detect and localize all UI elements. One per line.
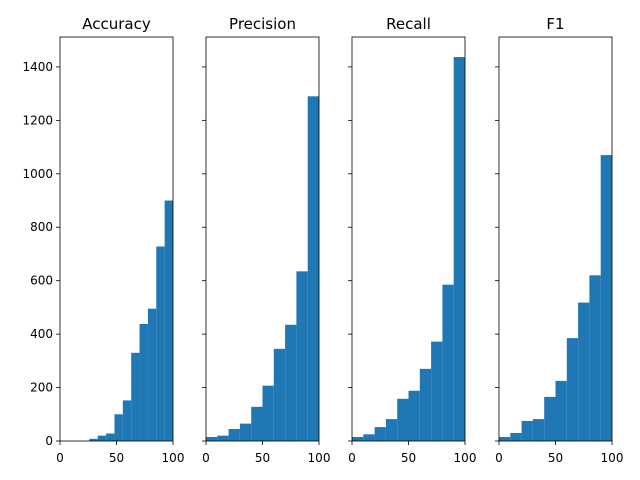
x-tick-label: 0 [348, 451, 356, 465]
y-tick-label: 400 [30, 327, 53, 341]
bar [106, 433, 115, 441]
y-tick-label: 200 [30, 381, 53, 395]
bar [374, 427, 386, 441]
bar [307, 96, 319, 442]
bar [228, 428, 240, 441]
subplot-title: Accuracy [82, 15, 151, 33]
x-tick-label: 100 [454, 451, 477, 465]
bar [431, 341, 443, 441]
bar [408, 390, 420, 441]
bar [89, 438, 98, 441]
bar [164, 200, 173, 441]
bar [453, 57, 465, 442]
bar [156, 246, 165, 441]
bar [521, 420, 533, 441]
x-tick-label: 100 [308, 451, 331, 465]
subplot-title: Precision [229, 15, 296, 33]
bar [589, 275, 601, 441]
bar [499, 436, 511, 441]
bar [578, 302, 590, 441]
bar [131, 352, 140, 441]
x-tick-label: 50 [548, 451, 563, 465]
bar [510, 432, 522, 441]
bar [532, 419, 545, 441]
y-tick-label: 1400 [22, 60, 53, 74]
bar [122, 400, 132, 441]
y-tick-label: 1200 [22, 113, 53, 127]
y-tick-label: 1000 [22, 167, 53, 181]
y-tick-label: 800 [30, 220, 53, 234]
bar [555, 380, 567, 441]
subplot-title: Recall [386, 15, 431, 33]
bar [566, 338, 579, 441]
bar [442, 284, 454, 441]
bar [206, 436, 218, 441]
bar [363, 434, 375, 441]
bar [352, 436, 364, 441]
bar [544, 396, 556, 441]
x-tick-label: 50 [255, 451, 270, 465]
bar [285, 324, 297, 441]
x-tick-label: 100 [601, 451, 624, 465]
x-tick-label: 50 [401, 451, 416, 465]
bar [419, 368, 432, 441]
bar [114, 414, 123, 441]
bar [251, 406, 263, 441]
x-tick-label: 100 [162, 451, 185, 465]
subplot-title: F1 [546, 15, 564, 33]
bar [147, 308, 157, 441]
bar [262, 385, 274, 441]
x-tick-label: 0 [202, 451, 210, 465]
bar [385, 419, 398, 441]
bar [273, 348, 286, 441]
bar [296, 271, 308, 441]
x-tick-label: 0 [56, 451, 64, 465]
bar [139, 323, 148, 441]
bar [217, 435, 229, 441]
x-tick-label: 0 [495, 451, 503, 465]
bar [239, 423, 252, 441]
y-tick-label: 0 [45, 434, 53, 448]
y-tick-label: 600 [30, 274, 53, 288]
x-tick-label: 50 [109, 451, 124, 465]
bar [397, 398, 409, 441]
bar [97, 435, 107, 441]
bar [600, 155, 612, 441]
